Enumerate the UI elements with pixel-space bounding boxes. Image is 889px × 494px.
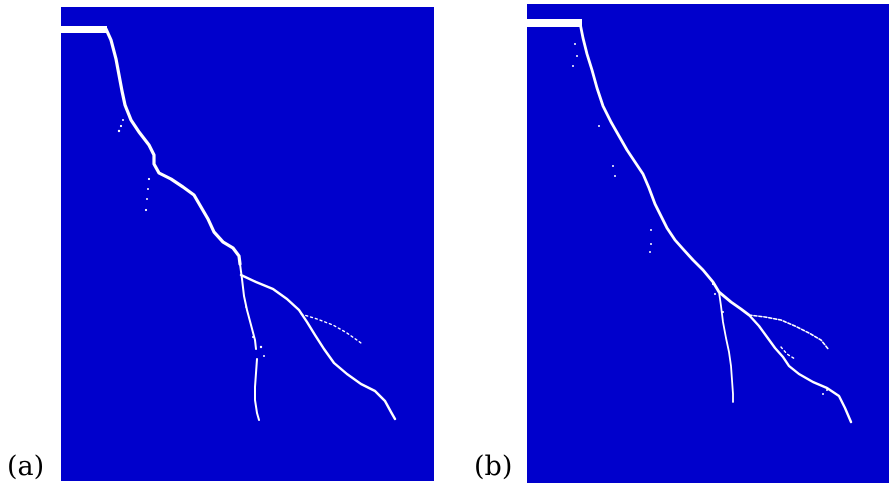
notch-a (61, 26, 107, 33)
panel-label-b: (b) (474, 451, 513, 482)
main-crack-b (578, 21, 751, 317)
left-branch-a (239, 263, 257, 350)
notch-b (527, 19, 582, 27)
simulation-panel-a (61, 7, 434, 481)
upper-right-branch-b (748, 314, 830, 351)
crack-pattern-a (61, 26, 397, 421)
crack-pattern-b (527, 19, 853, 424)
main-crack-a (104, 27, 242, 266)
dotted-branch-a (300, 313, 362, 344)
right-branch-b (747, 313, 853, 424)
damage-dots-b (572, 43, 828, 395)
damage-dots-a (117, 119, 265, 357)
panel-label-a: (a) (7, 451, 45, 482)
simulation-panel-b (527, 4, 889, 483)
lower-branch-a (254, 358, 260, 421)
inner-branch-b (780, 346, 796, 360)
right-branch-a (239, 273, 397, 421)
left-branch-b (718, 291, 734, 403)
